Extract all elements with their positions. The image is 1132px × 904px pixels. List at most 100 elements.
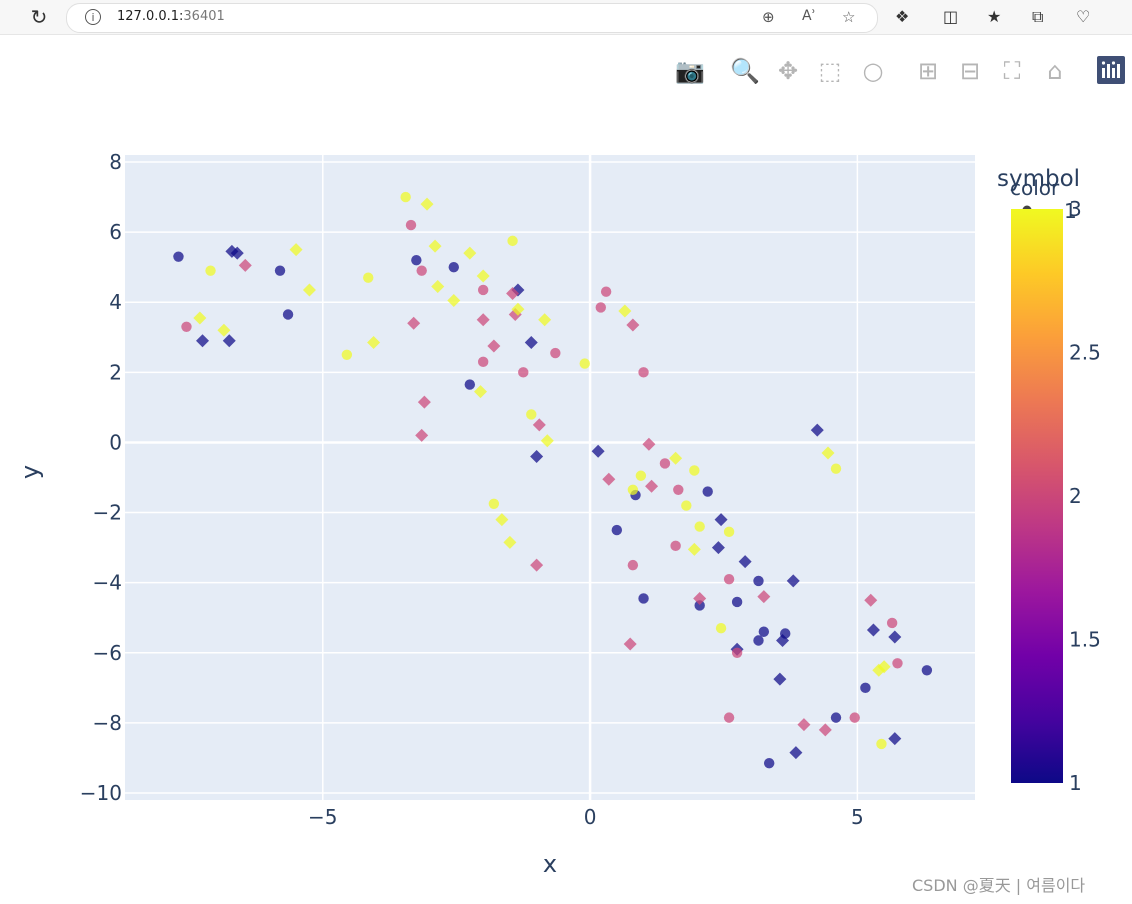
scatter-point-circle[interactable] — [860, 682, 871, 694]
page-zoom-icon[interactable]: ⊕ — [762, 8, 775, 26]
scatter-point-diamond[interactable] — [602, 472, 616, 486]
scatter-point-circle[interactable] — [723, 712, 735, 723]
scatter-point-diamond[interactable] — [669, 451, 683, 465]
pan-icon[interactable]: ✥ — [777, 57, 799, 85]
scatter-point-circle[interactable] — [550, 347, 561, 359]
scatter-point-circle[interactable] — [921, 665, 933, 676]
scatter-point-diamond[interactable] — [420, 197, 434, 211]
scatter-point-circle[interactable] — [702, 486, 713, 497]
scatter-point-diamond[interactable] — [626, 318, 640, 332]
scatter-point-circle[interactable] — [830, 463, 842, 474]
scatter-point-diamond[interactable] — [714, 513, 728, 527]
scatter-point-diamond[interactable] — [773, 672, 787, 686]
scatter-point-circle[interactable] — [758, 626, 770, 637]
scatter-point-circle[interactable] — [507, 235, 518, 247]
scatter-point-circle[interactable] — [886, 617, 898, 629]
extensions-icon[interactable]: ❖ — [895, 7, 910, 26]
scatter-point-diamond[interactable] — [687, 542, 701, 556]
scatter-point-circle[interactable] — [638, 367, 649, 378]
scatter-point-circle[interactable] — [282, 309, 294, 320]
scatter-point-circle[interactable] — [416, 265, 427, 276]
scatter-point-diamond[interactable] — [428, 239, 442, 253]
scatter-point-diamond[interactable] — [476, 313, 490, 327]
scatter-point-circle[interactable] — [731, 647, 743, 658]
scatter-point-diamond[interactable] — [864, 593, 878, 607]
scatter-point-diamond[interactable] — [591, 444, 605, 458]
zoom-out-icon[interactable]: ⊟ — [959, 57, 981, 85]
scatter-point-circle[interactable] — [173, 251, 184, 262]
reload-icon[interactable]: ↻ — [30, 5, 48, 29]
scatter-point-diamond[interactable] — [693, 591, 707, 605]
reset-axes-icon[interactable]: ⌂ — [1047, 57, 1063, 85]
scatter-point-circle[interactable] — [448, 261, 459, 273]
scatter-point-circle[interactable] — [635, 470, 647, 481]
camera-icon[interactable]: 📷 — [675, 57, 705, 85]
scatter-point-diamond[interactable] — [447, 293, 461, 307]
scatter-point-diamond[interactable] — [888, 732, 902, 746]
scatter-point-diamond[interactable] — [618, 304, 632, 318]
scatter-point-circle[interactable] — [274, 265, 286, 276]
scatter-point-circle[interactable] — [892, 658, 903, 669]
scatter-point-diamond[interactable] — [193, 311, 207, 325]
scatter-point-diamond[interactable] — [888, 630, 902, 644]
scatter-point-circle[interactable] — [830, 712, 842, 723]
scatter-point-circle[interactable] — [405, 219, 417, 231]
scatter-point-circle[interactable] — [723, 526, 735, 538]
scatter-point-circle[interactable] — [763, 757, 775, 769]
info-icon[interactable]: i — [85, 9, 101, 25]
scatter-point-diamond[interactable] — [810, 423, 824, 437]
scatter-point-circle[interactable] — [341, 349, 353, 361]
scatter-point-circle[interactable] — [627, 484, 639, 495]
scatter-point-diamond[interactable] — [238, 258, 252, 272]
lasso-select-icon[interactable]: ○ — [862, 57, 884, 85]
scatter-point-diamond[interactable] — [431, 279, 445, 293]
scatter-point-diamond[interactable] — [222, 334, 236, 348]
scatter-point-diamond[interactable] — [417, 395, 431, 409]
scatter-point-diamond[interactable] — [367, 336, 381, 350]
scatter-point-circle[interactable] — [694, 521, 705, 532]
scatter-point-diamond[interactable] — [789, 746, 803, 760]
scatter-point-circle[interactable] — [876, 738, 887, 750]
scatter-point-diamond[interactable] — [511, 283, 525, 297]
scatter-point-diamond[interactable] — [524, 336, 538, 350]
scatter-point-diamond[interactable] — [877, 660, 891, 674]
scatter-point-circle[interactable] — [518, 367, 529, 378]
scatter-point-circle[interactable] — [670, 540, 681, 552]
scatter-point-diamond[interactable] — [645, 479, 659, 493]
scatter-point-circle[interactable] — [579, 358, 590, 369]
scatter-point-diamond[interactable] — [540, 434, 554, 448]
scatter-point-circle[interactable] — [753, 575, 764, 587]
scatter-point-circle[interactable] — [659, 458, 671, 469]
scatter-point-diamond[interactable] — [474, 385, 488, 399]
scatter-point-circle[interactable] — [477, 284, 489, 296]
scatter-point-diamond[interactable] — [866, 623, 880, 637]
scatter-point-diamond[interactable] — [407, 316, 421, 330]
zoom-in-icon[interactable]: ⊞ — [917, 57, 939, 85]
scatter-point-circle[interactable] — [611, 524, 623, 536]
scatter-point-diamond[interactable] — [476, 269, 490, 283]
scatter-point-diamond[interactable] — [511, 302, 525, 316]
scatter-point-circle[interactable] — [753, 635, 764, 646]
browser-essentials-icon[interactable]: ♡ — [1076, 7, 1091, 26]
read-aloud-icon[interactable]: Aʾ — [802, 8, 816, 24]
scatter-point-diamond[interactable] — [230, 246, 244, 260]
scatter-point-circle[interactable] — [731, 596, 743, 608]
plotly-logo-icon[interactable] — [1097, 56, 1125, 84]
scatter-point-circle[interactable] — [595, 302, 606, 313]
scatter-point-diamond[interactable] — [738, 555, 752, 569]
scatter-point-diamond[interactable] — [757, 590, 771, 604]
scatter-point-diamond[interactable] — [786, 574, 800, 588]
scatter-point-diamond[interactable] — [821, 446, 835, 460]
scatter-point-circle[interactable] — [723, 573, 735, 585]
scatter-point-circle[interactable] — [694, 600, 705, 611]
scatter-point-circle[interactable] — [627, 559, 639, 571]
scatter-point-diamond[interactable] — [642, 437, 656, 451]
plot-area[interactable] — [125, 155, 975, 800]
url-text[interactable]: 127.0.0.1:36401 — [117, 9, 225, 24]
scatter-point-circle[interactable] — [600, 286, 612, 297]
legend-entry[interactable]: 1 — [1064, 199, 1077, 223]
scatter-point-diamond[interactable] — [302, 283, 316, 297]
box-select-icon[interactable]: ⬚ — [818, 57, 842, 85]
scatter-point-circle[interactable] — [638, 593, 649, 604]
scatter-point-circle[interactable] — [673, 484, 684, 495]
